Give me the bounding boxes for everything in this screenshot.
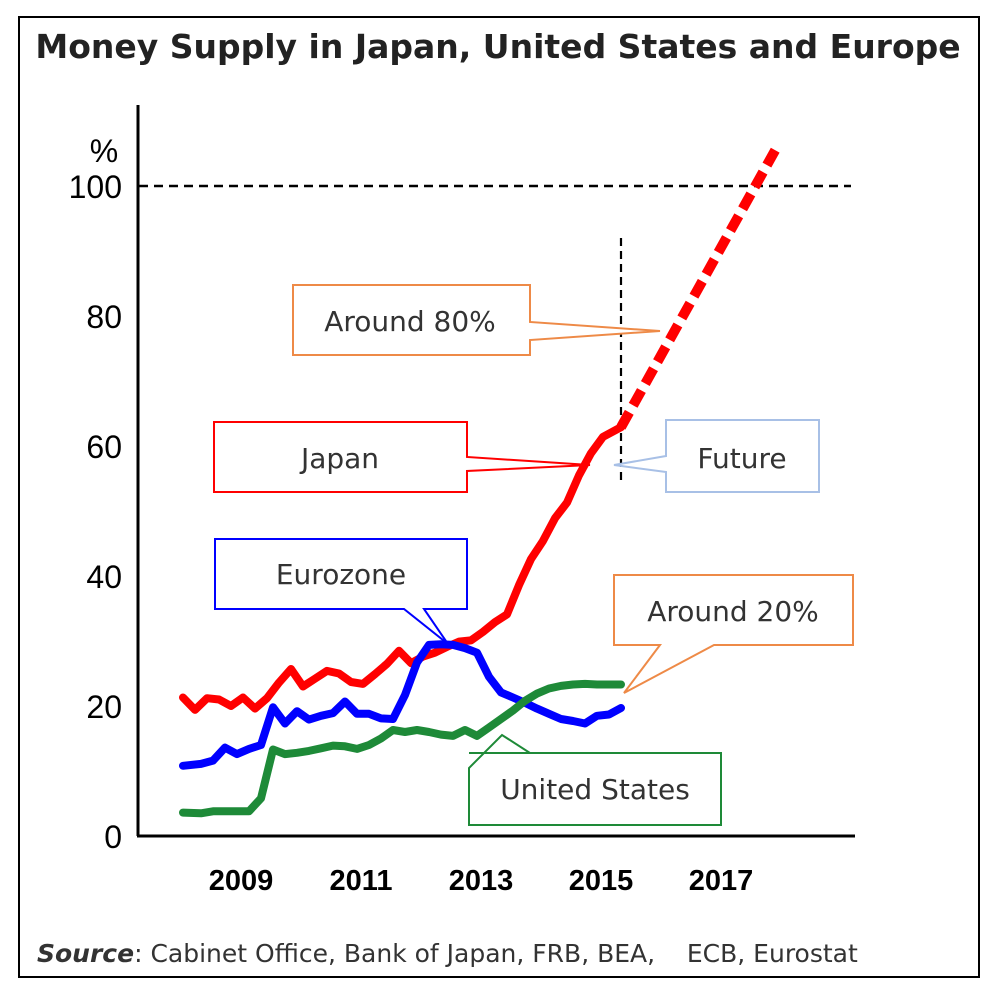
callout-japan-text: Japan bbox=[299, 442, 379, 475]
series-line-eurozone bbox=[179, 640, 625, 770]
series-line-japan bbox=[179, 423, 625, 714]
callout-around-80-text: Around 80% bbox=[324, 305, 496, 338]
callout-eurozone-text: Eurozone bbox=[276, 558, 406, 591]
chart-title: Money Supply in Japan, United States and… bbox=[35, 27, 960, 66]
callout-around-20-box bbox=[613, 574, 854, 694]
callout-japan: Japan bbox=[213, 421, 591, 493]
callout-united-states-text: United States bbox=[500, 773, 690, 806]
callout-around-80: Around 80% bbox=[292, 284, 661, 356]
callout-around-20: Around 20% bbox=[613, 574, 854, 694]
source-text: : Cabinet Office, Bank of Japan, FRB, BE… bbox=[134, 939, 858, 968]
x-tick-labels: 2009 2011 2013 2015 2017 bbox=[209, 865, 754, 897]
callout-united-states-box bbox=[468, 733, 722, 826]
callout-united-states: United States bbox=[468, 733, 722, 826]
x-tick-label: 2009 bbox=[209, 865, 274, 897]
y-tick-label: 40 bbox=[86, 559, 122, 595]
callout-future-text: Future bbox=[697, 442, 786, 475]
callout-future: Future bbox=[613, 419, 820, 493]
y-tick-label: 20 bbox=[86, 689, 122, 725]
x-tick-label: 2015 bbox=[569, 865, 634, 897]
y-tick-label: 100 bbox=[69, 169, 122, 205]
x-tick-label: 2017 bbox=[689, 865, 754, 897]
y-unit-label: % bbox=[90, 133, 118, 169]
series-line-japan-projection bbox=[616, 144, 782, 430]
callout-japan-box bbox=[213, 421, 591, 493]
source-line: Source: Cabinet Office, Bank of Japan, F… bbox=[37, 939, 858, 968]
source-label: Source bbox=[37, 939, 134, 968]
callout-eurozone: Eurozone bbox=[214, 538, 468, 645]
y-tick-label: 80 bbox=[86, 299, 122, 335]
y-tick-label: 0 bbox=[104, 819, 122, 855]
reference-lines bbox=[139, 184, 851, 483]
callout-eurozone-box bbox=[214, 538, 468, 645]
y-tick-label: 60 bbox=[86, 429, 122, 465]
series-line-united-states bbox=[179, 679, 625, 818]
callout-around-80-box bbox=[292, 284, 661, 356]
x-tick-label: 2013 bbox=[449, 865, 514, 897]
callout-around-20-text: Around 20% bbox=[647, 595, 819, 628]
series-lines bbox=[179, 144, 782, 818]
x-tick-label: 2011 bbox=[330, 865, 393, 897]
callout-future-box bbox=[613, 419, 820, 493]
y-tick-labels: 0 20 40 60 80 100 bbox=[69, 169, 122, 855]
